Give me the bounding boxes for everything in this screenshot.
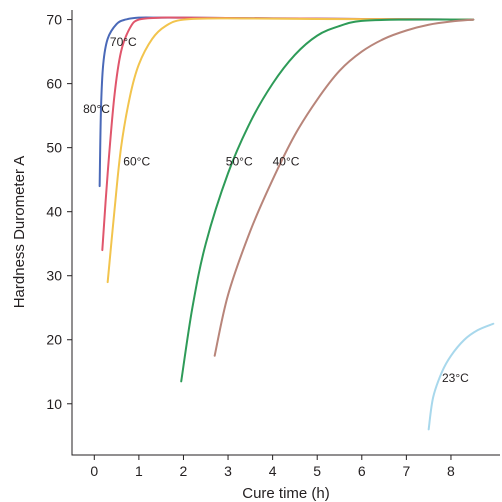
y-tick-label: 40: [46, 204, 62, 220]
x-tick-label: 8: [447, 463, 455, 479]
series-label: 23°C: [442, 371, 469, 385]
x-tick-label: 5: [313, 463, 321, 479]
series-label: 50°C: [226, 155, 253, 169]
y-tick-label: 70: [46, 12, 62, 28]
y-tick-label: 10: [46, 396, 62, 412]
series-label: 60°C: [123, 155, 150, 169]
x-tick-label: 4: [269, 463, 277, 479]
series-line-40c: [213, 18, 475, 357]
x-tick-label: 3: [224, 463, 232, 479]
y-tick-label: 50: [46, 140, 62, 156]
series-line-60c: [106, 17, 475, 284]
x-axis-title: Cure time (h): [242, 485, 330, 502]
series-line-70c: [101, 16, 475, 252]
series-label: 70°C: [110, 35, 137, 49]
x-tick-label: 6: [358, 463, 366, 479]
series-label-layer: 80°C 70°C 60°C 50°C 40°C 23°C: [83, 35, 469, 385]
series-label: 80°C: [83, 102, 110, 116]
series-layer: [98, 16, 495, 431]
series-line-23c: [427, 322, 495, 431]
x-tick-label: 0: [90, 463, 98, 479]
y-tick-label: 20: [46, 332, 62, 348]
x-tick-label: 1: [135, 463, 143, 479]
axes-frame: [71, 10, 500, 456]
y-tick-label: 60: [46, 76, 62, 92]
x-tick-label: 2: [180, 463, 188, 479]
y-tick-label: 30: [46, 268, 62, 284]
x-ticks: 0 1 2 3 4 5 6 7 8: [90, 455, 455, 479]
x-tick-label: 7: [402, 463, 410, 479]
series-line-50c: [180, 18, 475, 383]
axes: [71, 10, 500, 456]
y-axis-title: Hardness Durometer A: [11, 156, 28, 309]
series-label: 40°C: [273, 155, 300, 169]
y-ticks: 10 20 30 40 50 60 70: [46, 12, 72, 412]
